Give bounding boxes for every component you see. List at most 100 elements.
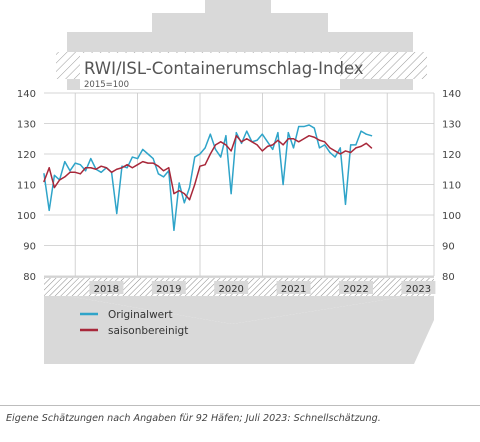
data-point-original [90,157,92,160]
data-point-adjusted [370,147,373,149]
data-point-adjusted [329,147,331,149]
year-label: 2023 [406,284,431,295]
data-point-original [162,176,165,178]
data-point-original [230,193,232,195]
data-point-adjusted [53,186,55,189]
data-point-adjusted [308,135,310,137]
year-label: 2018 [94,284,119,295]
data-point-original [194,156,196,158]
data-point-adjusted [355,147,357,149]
y-tick-label-left: 110 [17,181,36,192]
data-point-adjusted [272,144,274,146]
data-point-original [339,147,341,149]
data-point-adjusted [173,193,175,195]
data-point-original [147,153,149,155]
x-axis-year-labels: 2018 2019 2020 2021 2022 2023 [89,281,436,295]
data-point-adjusted [266,145,269,147]
y-tick-label-right: 110 [442,181,461,192]
year-label: 2022 [343,284,368,295]
data-point-adjusted [136,164,139,166]
data-point-adjusted [251,141,253,143]
data-point-adjusted [344,150,347,152]
y-tick-label-left: 120 [17,150,36,161]
data-point-original [360,130,362,132]
data-point-adjusted [277,139,279,141]
data-point-original [246,130,248,132]
data-point-original [282,183,284,186]
data-point-adjusted [178,190,180,192]
data-point-adjusted [303,138,305,140]
data-point-original [178,182,180,184]
data-point-original [318,147,321,149]
year-label-bg [89,281,124,294]
data-point-adjusted [256,144,258,146]
data-point-original [121,165,123,167]
year-label-bg [339,281,373,294]
data-point-original [292,147,295,149]
year-label-bg [401,281,436,294]
year-label: 2019 [156,284,181,295]
data-point-adjusted [318,139,321,141]
data-point-original [152,157,154,160]
data-point-original [157,173,159,175]
data-point-adjusted [209,153,211,155]
data-point-original [272,148,274,151]
y-tick-label-right: 100 [442,211,461,222]
data-point-original [355,144,357,146]
data-point-original [142,148,144,151]
series-line-adjusted [43,134,373,201]
source-note: Eigene Schätzungen nach Angaben für 92 H… [6,413,381,424]
data-point-adjusted [157,165,159,167]
legend-label-adjusted: saisonbereinigt [108,325,188,337]
data-point-original [209,133,211,135]
series-layer [43,124,373,231]
data-point-adjusted [95,168,97,170]
data-point-original [74,162,76,164]
data-point-original [344,203,347,205]
data-point-adjusted [261,150,263,152]
data-point-original [261,133,263,135]
data-point-adjusted [204,164,206,166]
data-point-original [199,153,201,155]
data-point-adjusted [162,170,165,172]
data-point-adjusted [360,145,362,147]
data-point-original [116,212,118,215]
data-point-original [214,148,217,151]
data-point-adjusted [48,167,50,169]
data-point-original [79,164,81,166]
data-point-adjusted [282,144,284,146]
data-point-adjusted [214,144,217,146]
data-point-adjusted [110,171,113,173]
data-point-adjusted [168,167,170,169]
data-point-original [100,171,102,173]
data-point-adjusted [147,162,149,164]
legend-label-original: Originalwert [108,309,173,321]
data-point-adjusted [74,171,76,173]
data-point-adjusted [183,193,185,195]
y-tick-label-left: 80 [23,272,36,283]
data-point-adjusted [116,168,118,170]
data-point-adjusted [235,135,237,137]
data-point-original [370,135,373,137]
data-point-adjusted [199,165,201,167]
data-point-original [365,133,367,135]
data-point-adjusted [324,141,326,143]
chart-subtitle: 2015=100 [84,80,129,90]
data-point-original [188,186,191,189]
data-point-adjusted [194,183,196,186]
data-point-original [43,173,45,175]
footer-rule [0,405,480,406]
data-point-adjusted [105,167,107,169]
data-point-adjusted [287,138,289,140]
data-point-original [298,125,300,128]
y-tick-label-right: 120 [442,150,461,161]
y-tick-label-left: 100 [17,211,36,222]
data-point-original [204,147,206,149]
y-axis-right: 80 90 100 110 120 130 140 [442,89,461,283]
data-point-original [131,156,133,158]
data-point-adjusted [100,165,102,167]
data-point-adjusted [152,162,154,164]
data-point-adjusted [334,150,336,152]
y-tick-label-right: 90 [442,242,455,253]
y-tick-label-left: 130 [17,120,36,131]
